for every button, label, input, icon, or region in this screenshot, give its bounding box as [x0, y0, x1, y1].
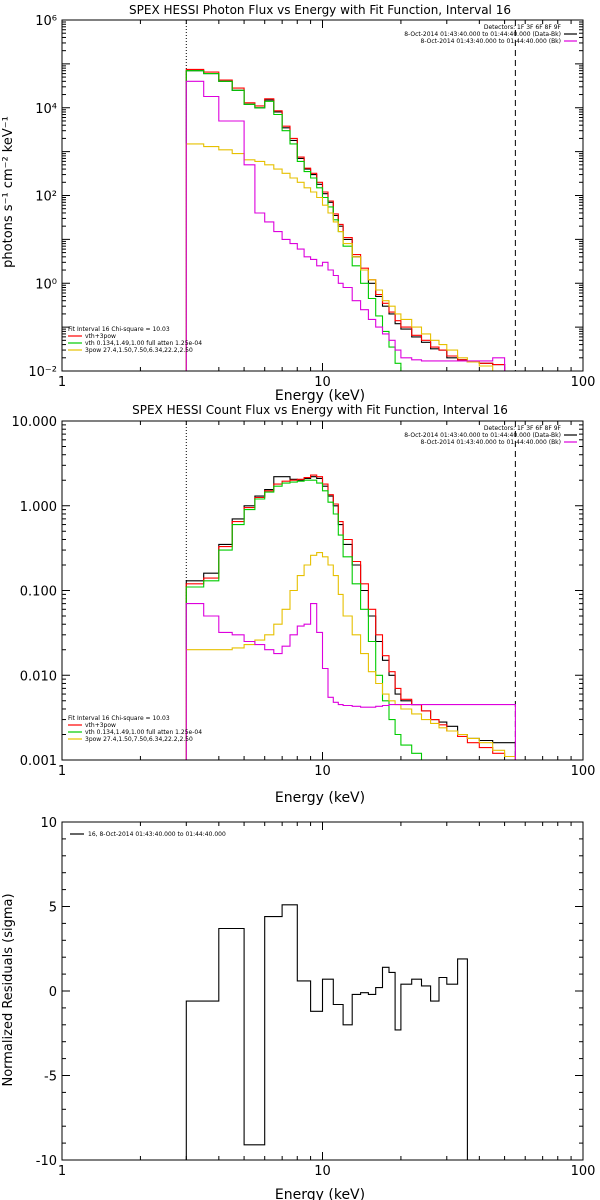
legend-bottomleft-text: vth+3pow — [85, 722, 116, 729]
photon-flux-ylabel: photons s⁻¹ cm⁻² keV⁻¹ — [1, 116, 16, 268]
x-tick-label: 1 — [58, 375, 66, 390]
x-tick-label: 10 — [314, 375, 331, 390]
photon-flux-xlabel: Energy (keV) — [275, 388, 365, 404]
photon-flux-title: SPEX HESSI Photon Flux vs Energy with Fi… — [129, 3, 511, 17]
legend-topright-text: 8-Oct-2014 01:43:40.000 to 01:44:40.000 … — [404, 432, 561, 439]
count-flux-xlabel: Energy (keV) — [275, 790, 365, 806]
legend-bottomleft-text: vth 0.134,1.49,1.00 full atten 1.25e-04 — [85, 340, 202, 347]
legend-bottomleft-text: Fit Interval 16 Chi-square = 10.03 — [68, 715, 170, 722]
y-tick-label: 0.100 — [20, 585, 57, 600]
series-group — [185, 474, 516, 760]
photon-flux-panel: SPEX HESSI Photon Flux vs Energy with Fi… — [1, 3, 595, 404]
legend-bottomleft-text: 3pow 27.4,1.50,7.50,6.34,22.2,2.50 — [85, 347, 193, 354]
legend-topright-text: 8-Oct-2014 01:43:40.000 to 01:44:40.000 … — [421, 439, 562, 446]
x-tick-label: 100 — [571, 764, 596, 779]
legend-bottomleft-text: vth 0.134,1.49,1.00 full atten 1.25e-04 — [85, 729, 202, 736]
count-flux-title: SPEX HESSI Count Flux vs Energy with Fit… — [132, 403, 508, 417]
y-tick-label: 10⁻² — [28, 365, 57, 380]
series-residuals — [185, 904, 516, 1160]
x-tick-label: 10 — [314, 764, 331, 779]
y-tick-label: -10 — [36, 1154, 57, 1169]
y-tick-label: 10⁶ — [35, 14, 57, 29]
legend-bottomleft-text: Fit Interval 16 Chi-square = 10.03 — [68, 326, 170, 333]
legend-topright-text: Detectors: 1F 3F 6F 8F 9F — [484, 24, 562, 31]
series-vth-3pow — [185, 68, 506, 371]
legend-topright-text: 8-Oct-2014 01:43:40.000 to 01:44:40.000 … — [404, 31, 561, 38]
series-data-bk — [185, 476, 516, 760]
y-tick-label: 10 — [40, 816, 57, 831]
series-group — [185, 68, 506, 371]
x-tick-label: 1 — [58, 1164, 66, 1179]
legend-bottomleft-text: vth+3pow — [85, 333, 116, 340]
series-data-bk — [185, 70, 506, 371]
legend-topright-text: Detectors: 1F 3F 6F 8F 9F — [484, 425, 562, 432]
y-tick-label: 0.010 — [20, 669, 57, 684]
y-tick-label: 10² — [35, 190, 57, 205]
series-vth-3pow — [185, 474, 516, 760]
legend-topright-text: 8-Oct-2014 01:43:40.000 to 01:44:40.000 … — [421, 38, 562, 45]
y-tick-label: 10⁰ — [35, 277, 57, 292]
residuals-panel: Energy (keV) Normalized Residuals (sigma… — [1, 816, 595, 1200]
x-tick-label: 10 — [314, 1164, 331, 1179]
series-group — [185, 904, 516, 1160]
series-vth — [185, 479, 516, 760]
series-bk — [185, 603, 516, 760]
count-flux-panel: SPEX HESSI Count Flux vs Energy with Fit… — [12, 403, 596, 806]
series-vth — [185, 70, 506, 371]
plot-frame — [61, 420, 584, 761]
y-tick-label: -5 — [44, 1070, 57, 1085]
y-tick-label: 10.000 — [12, 415, 58, 430]
series-bk — [185, 80, 506, 371]
y-tick-label: 10⁴ — [35, 102, 57, 117]
plot-frame — [61, 19, 584, 372]
y-tick-label: 5 — [49, 901, 57, 916]
residuals-xlabel: Energy (keV) — [275, 1187, 365, 1200]
series-3pow — [185, 143, 505, 371]
x-tick-label: 100 — [571, 1164, 596, 1179]
y-tick-label: 0 — [49, 985, 57, 1000]
y-tick-label: 1.000 — [20, 500, 57, 515]
x-tick-label: 100 — [571, 375, 596, 390]
legend-topleft-text: 16, 8-Oct-2014 01:43:40.000 to 01:44:40.… — [88, 831, 226, 838]
series-3pow — [185, 552, 516, 760]
plot-frame — [61, 821, 584, 1161]
x-tick-label: 1 — [58, 764, 66, 779]
y-tick-label: 0.001 — [20, 754, 57, 769]
legend-bottomleft-text: 3pow 27.4,1.50,7.50,6.34,22.2,2.50 — [85, 736, 193, 743]
residuals-ylabel: Normalized Residuals (sigma) — [1, 893, 16, 1086]
